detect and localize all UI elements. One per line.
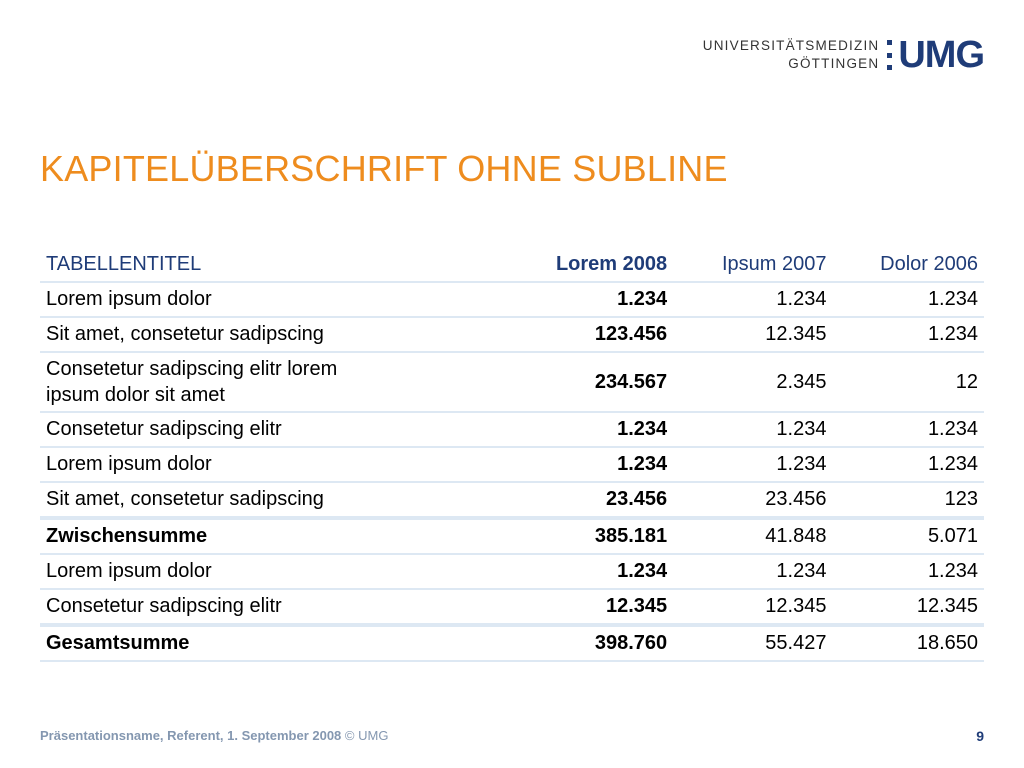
- table-row: Lorem ipsum dolor 1.234 1.234 1.234: [40, 282, 984, 318]
- table-row: Lorem ipsum dolor 1.234 1.234 1.234: [40, 447, 984, 483]
- table-row: Sit amet, consetetur sadipscing 23.456 2…: [40, 482, 984, 520]
- cell-lorem-2008: 12.345: [505, 589, 674, 627]
- header-tabellentitel: TABELLENTITEL: [40, 248, 506, 283]
- cell-lorem-2008: 123.456: [505, 317, 674, 353]
- total-row: Gesamtsumme 398.760 55.427 18.650: [40, 625, 984, 662]
- cell-lorem-2008: 398.760: [505, 625, 674, 662]
- row-label: Lorem ipsum dolor: [40, 447, 506, 483]
- row-label: Gesamtsumme: [40, 625, 506, 662]
- page-number: 9: [976, 728, 984, 744]
- cell-lorem-2008: 385.181: [505, 518, 674, 555]
- footer-text: Präsentationsname, Referent, 1. Septembe…: [40, 728, 342, 743]
- cell-dolor-2006: 1.234: [834, 282, 984, 318]
- cell-lorem-2008: 1.234: [505, 282, 674, 318]
- cell-ipsum-2007: 1.234: [673, 447, 835, 483]
- footer: Präsentationsname, Referent, 1. Septembe…: [40, 728, 388, 743]
- cell-ipsum-2007: 1.234: [673, 554, 835, 590]
- logo-dots-icon: [887, 40, 893, 70]
- table-row: Sit amet, consetetur sadipscing 123.456 …: [40, 317, 984, 353]
- cell-ipsum-2007: 12.345: [673, 589, 835, 627]
- logo-line-2: GÖTTINGEN: [788, 56, 880, 71]
- cell-dolor-2006: 123: [834, 482, 984, 520]
- cell-lorem-2008: 234.567: [505, 352, 674, 413]
- table-row: Consetetur sadipscing elitr 1.234 1.234 …: [40, 412, 984, 448]
- table-row: Consetetur sadipscing elitr lorem ipsum …: [40, 352, 984, 413]
- cell-dolor-2006: 18.650: [834, 625, 984, 662]
- cell-lorem-2008: 1.234: [505, 412, 674, 448]
- table-row: Consetetur sadipscing elitr 12.345 12.34…: [40, 589, 984, 627]
- cell-ipsum-2007: 23.456: [673, 482, 835, 520]
- row-label: Lorem ipsum dolor: [40, 282, 506, 318]
- cell-dolor-2006: 5.071: [834, 518, 984, 555]
- page-title: KAPITELÜBERSCHRIFT OHNE SUBLINE: [40, 148, 728, 189]
- umg-logo: UNIVERSITÄTSMEDIZIN GÖTTINGEN UMG: [703, 34, 985, 76]
- cell-ipsum-2007: 2.345: [673, 352, 835, 413]
- header-lorem-2008: Lorem 2008: [505, 248, 674, 283]
- cell-dolor-2006: 12: [834, 352, 984, 413]
- cell-ipsum-2007: 41.848: [673, 518, 835, 555]
- row-label: Consetetur sadipscing elitr: [40, 412, 506, 448]
- header-dolor-2006: Dolor 2006: [834, 248, 984, 283]
- cell-dolor-2006: 12.345: [834, 589, 984, 627]
- cell-ipsum-2007: 1.234: [673, 412, 835, 448]
- cell-lorem-2008: 1.234: [505, 554, 674, 590]
- subtotal-row: Zwischensumme 385.181 41.848 5.071: [40, 518, 984, 555]
- cell-ipsum-2007: 12.345: [673, 317, 835, 353]
- row-label: Consetetur sadipscing elitr lorem ipsum …: [40, 352, 506, 413]
- cell-dolor-2006: 1.234: [834, 412, 984, 448]
- row-label: Lorem ipsum dolor: [40, 554, 506, 590]
- logo-line-1: UNIVERSITÄTSMEDIZIN: [702, 38, 880, 53]
- footer-copyright: © UMG: [344, 728, 389, 743]
- data-table: TABELLENTITEL Lorem 2008 Ipsum 2007 Dolo…: [40, 248, 984, 662]
- table-header-row: TABELLENTITEL Lorem 2008 Ipsum 2007 Dolo…: [40, 248, 984, 283]
- cell-dolor-2006: 1.234: [834, 554, 984, 590]
- table-row: Lorem ipsum dolor 1.234 1.234 1.234: [40, 554, 984, 590]
- cell-dolor-2006: 1.234: [834, 447, 984, 483]
- row-label-text: Consetetur sadipscing elitr lorem ipsum …: [46, 358, 338, 406]
- row-label: Consetetur sadipscing elitr: [40, 589, 506, 627]
- logo-mark: UMG: [898, 34, 985, 76]
- row-label: Sit amet, consetetur sadipscing: [40, 482, 506, 520]
- row-label: Sit amet, consetetur sadipscing: [40, 317, 506, 353]
- logo-text: UNIVERSITÄTSMEDIZIN GÖTTINGEN: [703, 37, 880, 73]
- cell-ipsum-2007: 55.427: [673, 625, 835, 662]
- header-ipsum-2007: Ipsum 2007: [673, 248, 835, 283]
- cell-ipsum-2007: 1.234: [673, 282, 835, 318]
- cell-lorem-2008: 23.456: [505, 482, 674, 520]
- cell-dolor-2006: 1.234: [834, 317, 984, 353]
- row-label: Zwischensumme: [40, 518, 506, 555]
- cell-lorem-2008: 1.234: [505, 447, 674, 483]
